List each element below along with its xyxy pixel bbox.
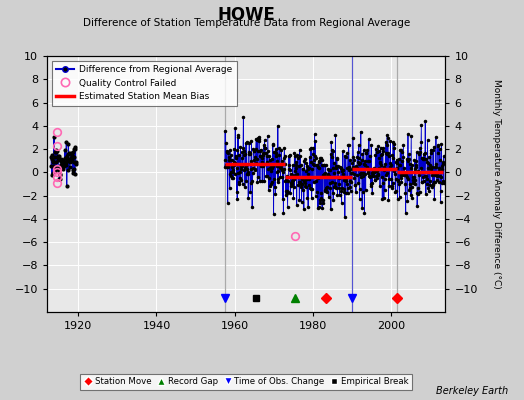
Text: Berkeley Earth: Berkeley Earth (436, 386, 508, 396)
Text: Difference of Station Temperature Data from Regional Average: Difference of Station Temperature Data f… (83, 18, 410, 28)
Text: HOWE: HOWE (217, 6, 275, 24)
Legend: Station Move, Record Gap, Time of Obs. Change, Empirical Break: Station Move, Record Gap, Time of Obs. C… (80, 374, 412, 390)
Y-axis label: Monthly Temperature Anomaly Difference (°C): Monthly Temperature Anomaly Difference (… (492, 79, 501, 289)
